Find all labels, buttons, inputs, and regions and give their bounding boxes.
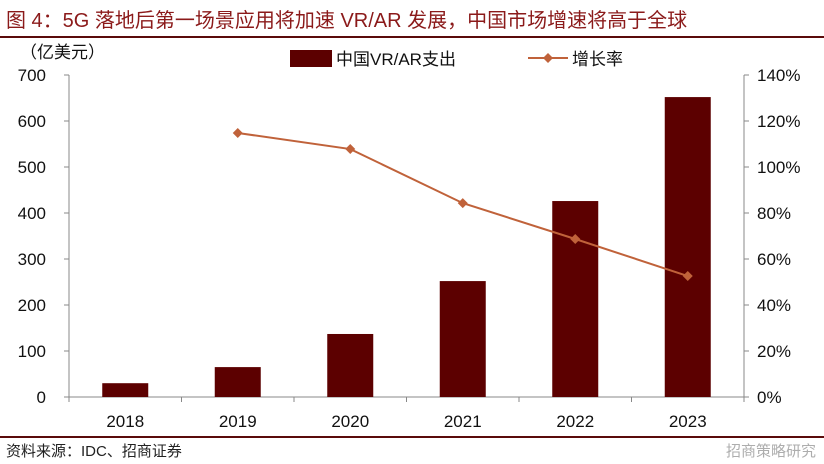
growth-point-2023: [682, 271, 693, 282]
left-tick-label: 300: [18, 250, 46, 269]
chart-title: 图 4：5G 落地后第一场景应用将加速 VR/AR 发展，中国市场增速将高于全球: [6, 10, 688, 32]
y-axis-unit: （亿美元）: [20, 43, 105, 62]
left-tick-label: 400: [18, 204, 46, 223]
x-tick-label: 2018: [106, 412, 144, 431]
right-tick-label: 140%: [757, 66, 800, 85]
left-tick-label: 700: [18, 66, 46, 85]
left-tick-label: 500: [18, 158, 46, 177]
right-tick-label: 100%: [757, 158, 800, 177]
bar-2020: [327, 333, 374, 397]
footer-divider: [0, 436, 824, 438]
left-tick-label: 600: [18, 112, 46, 131]
growth-point-2019: [232, 127, 243, 138]
right-tick-label: 80%: [757, 204, 791, 223]
right-tick-label: 0%: [757, 388, 782, 407]
legend-line-label: 增长率: [572, 50, 623, 69]
right-tick-label: 40%: [757, 296, 791, 315]
growth-point-2020: [345, 144, 356, 155]
left-tick-label: 0: [37, 388, 46, 407]
left-tick-label: 200: [18, 296, 46, 315]
bar-2023: [664, 97, 711, 397]
bar-2022: [552, 201, 599, 397]
watermark: 招商策略研究: [725, 443, 816, 460]
bar-2019: [214, 367, 261, 397]
bar-2018: [102, 383, 149, 397]
growth-point-2022: [570, 233, 581, 244]
x-tick-label: 2021: [444, 412, 482, 431]
right-tick-label: 60%: [757, 250, 791, 269]
x-tick-label: 2022: [556, 412, 594, 431]
bar-2021: [439, 281, 486, 397]
title-divider: [0, 36, 824, 38]
x-tick-label: 2019: [219, 412, 257, 431]
source-note: 资料来源：IDC、招商证券: [6, 443, 182, 460]
right-tick-label: 20%: [757, 342, 791, 361]
x-tick-label: 2023: [669, 412, 707, 431]
legend-line-marker: [543, 53, 553, 63]
growth-point-2021: [457, 198, 468, 209]
x-tick-label: 2020: [331, 412, 369, 431]
legend-bar-label: 中国VR/AR支出: [336, 50, 456, 69]
left-tick-label: 100: [18, 342, 46, 361]
legend-bar-swatch: [290, 50, 332, 67]
right-tick-label: 120%: [757, 112, 800, 131]
